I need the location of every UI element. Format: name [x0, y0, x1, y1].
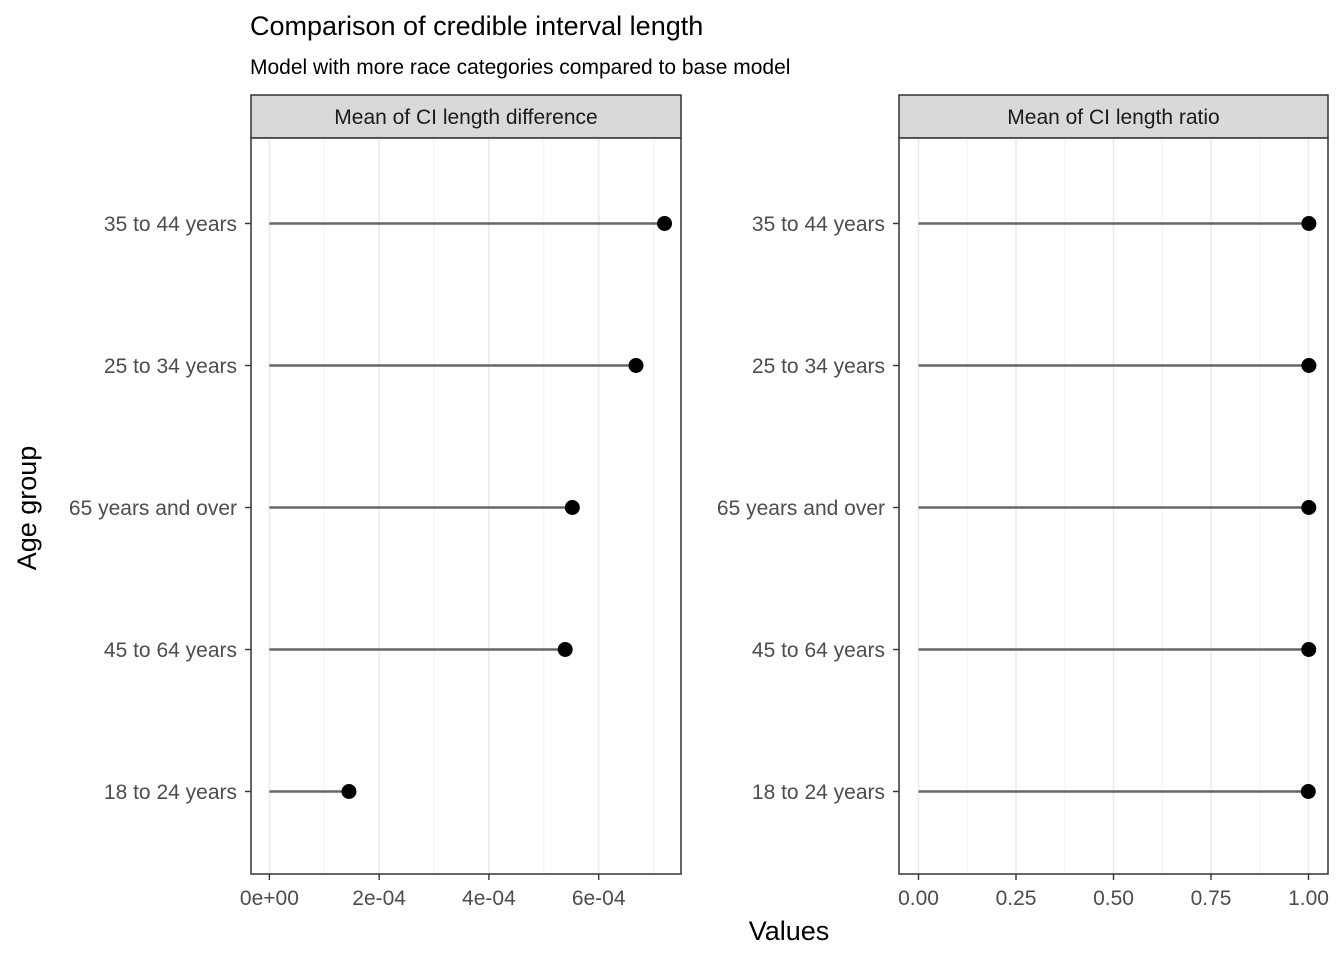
- facet-panel-1: Mean of CI length difference 35 to 44 yea…: [69, 94, 682, 910]
- x-tick-label: 4e-04: [462, 887, 516, 910]
- x-axis-title: Values: [749, 916, 830, 946]
- x-tick-label: 0.50: [1093, 887, 1134, 910]
- lollipop-point: [657, 216, 673, 231]
- y-tick-label: 18 to 24 years: [104, 781, 237, 804]
- lollipop-point: [1300, 784, 1316, 799]
- lollipop-point: [628, 358, 644, 373]
- chart-title: Comparison of credible interval length: [250, 11, 703, 41]
- x-tick-label: 0.25: [996, 887, 1037, 910]
- x-tick-label: 2e-04: [352, 887, 406, 910]
- strip-background: [250, 94, 682, 139]
- lollipop-point: [341, 784, 357, 799]
- lollipop-point: [557, 642, 573, 657]
- panel-border: [250, 137, 682, 875]
- y-tick-label: 25 to 34 years: [752, 355, 885, 378]
- chart-subtitle: Model with more race categories compared…: [250, 56, 790, 79]
- y-tick-label: 45 to 64 years: [104, 639, 237, 662]
- lollipop-point: [1301, 358, 1317, 373]
- x-tick-label: 6e-04: [572, 887, 626, 910]
- y-tick-label: 25 to 34 years: [104, 355, 237, 378]
- facet-panel-2: Mean of CI length ratio 35 to 44 years 25 …: [717, 94, 1329, 910]
- y-tick-label: 65 years and over: [717, 497, 885, 520]
- strip-background: [898, 94, 1329, 139]
- panel-background: [251, 138, 681, 874]
- y-axis-title: Age group: [12, 446, 42, 571]
- y-tick-label: 35 to 44 years: [752, 213, 885, 236]
- lollipop-point: [564, 500, 580, 515]
- y-tick-label: 65 years and over: [69, 497, 237, 520]
- x-tick-label: 0.75: [1191, 887, 1232, 910]
- strip-label: Mean of CI length difference: [334, 106, 597, 129]
- y-tick-label: 18 to 24 years: [752, 781, 885, 804]
- y-tick-label: 45 to 64 years: [752, 639, 885, 662]
- facet-panels: Mean of CI length difference 35 to 44 yea…: [69, 94, 1329, 910]
- strip-label: Mean of CI length ratio: [1007, 106, 1219, 129]
- x-tick-label: 0e+00: [240, 887, 299, 910]
- y-tick-label: 35 to 44 years: [104, 213, 237, 236]
- x-tick-label: 1.00: [1288, 887, 1329, 910]
- lollipop-point: [1301, 216, 1317, 231]
- x-tick-label: 0.00: [898, 887, 939, 910]
- lollipop-point: [1301, 500, 1317, 515]
- lollipop-point: [1301, 642, 1317, 657]
